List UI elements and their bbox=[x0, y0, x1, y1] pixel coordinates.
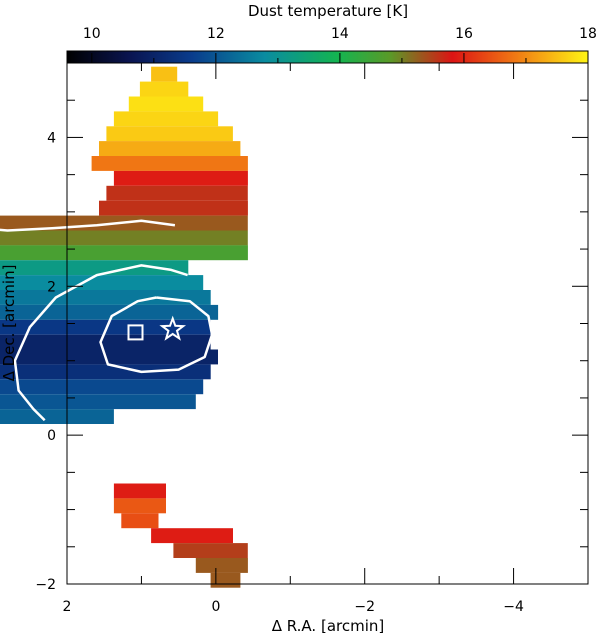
star-marker bbox=[159, 315, 187, 341]
y-tick-label: 0 bbox=[47, 428, 56, 444]
x-tick-label: 0 bbox=[211, 599, 220, 615]
heatmap-cell bbox=[113, 170, 248, 186]
heatmap-cell bbox=[195, 558, 248, 573]
square-marker bbox=[127, 324, 144, 341]
heatmap-cell bbox=[113, 498, 166, 514]
heatmap-cell bbox=[0, 290, 211, 305]
colorbar-tick-label: 14 bbox=[331, 26, 349, 42]
heatmap-cell bbox=[128, 96, 204, 112]
contour-line-outer bbox=[0, 219, 176, 232]
heatmap-cell bbox=[99, 141, 241, 156]
y-axis-label: Δ Dec. [arcmin] bbox=[0, 265, 18, 382]
colorbar-tick-label: 18 bbox=[579, 26, 597, 42]
colorbar-label: Dust temperature [K] bbox=[248, 2, 408, 20]
heatmap-cell bbox=[106, 126, 233, 142]
heatmap-cell bbox=[0, 319, 211, 335]
heatmap-cell bbox=[0, 364, 211, 380]
heatmap-cell bbox=[210, 572, 241, 588]
heatmap-cell bbox=[0, 260, 189, 276]
y-tick-label: −2 bbox=[35, 577, 56, 593]
colorbar-ticks bbox=[91, 53, 589, 63]
y-tick-labels: −2 0 2 4 bbox=[35, 130, 56, 593]
heatmap-cell bbox=[91, 156, 248, 171]
y-tick-label: 2 bbox=[47, 279, 56, 295]
heatmap-cell bbox=[106, 185, 248, 201]
heatmap-cell bbox=[151, 528, 233, 544]
heatmap-cells bbox=[0, 66, 248, 588]
heatmap-cell bbox=[0, 379, 204, 395]
heatmap-cell bbox=[0, 245, 248, 261]
colorbar bbox=[66, 50, 589, 64]
heatmap-cell bbox=[139, 81, 189, 97]
heatmap-cell bbox=[121, 513, 159, 529]
heatmap-cell bbox=[173, 543, 248, 558]
x-tick-label: −4 bbox=[503, 599, 524, 615]
heatmap-cell bbox=[113, 111, 219, 127]
x-tick-label: −2 bbox=[354, 599, 375, 615]
source-markers bbox=[127, 315, 187, 341]
heatmap-cell bbox=[0, 409, 114, 424]
heatmap-cell bbox=[151, 66, 178, 82]
colorbar-tick-label: 12 bbox=[207, 26, 225, 42]
colorbar-tick-label: 16 bbox=[455, 26, 473, 42]
x-tick-label: 2 bbox=[63, 599, 72, 615]
contour-lines bbox=[0, 219, 214, 422]
x-axis-label: Δ R.A. [arcmin] bbox=[272, 617, 385, 635]
heatmap-cell bbox=[0, 394, 196, 410]
heatmap-cell bbox=[0, 349, 218, 365]
heatmap-cell bbox=[0, 275, 204, 290]
colorbar-tick-label: 10 bbox=[83, 26, 101, 42]
heatmap-cell bbox=[0, 334, 211, 350]
heatmap-cell bbox=[0, 304, 219, 320]
heatmap-cell bbox=[0, 230, 248, 246]
contour-line-middle bbox=[13, 264, 188, 422]
heatmap-cell bbox=[99, 200, 248, 216]
contour-line-inner bbox=[99, 296, 214, 374]
heatmap-cell bbox=[113, 483, 166, 499]
colorbar-tick-labels: 10 12 14 16 18 bbox=[83, 26, 597, 42]
y-tick-label: 4 bbox=[47, 130, 56, 146]
axis-ticks bbox=[66, 62, 589, 585]
x-tick-labels: 2 0 −2 −4 bbox=[63, 599, 524, 615]
